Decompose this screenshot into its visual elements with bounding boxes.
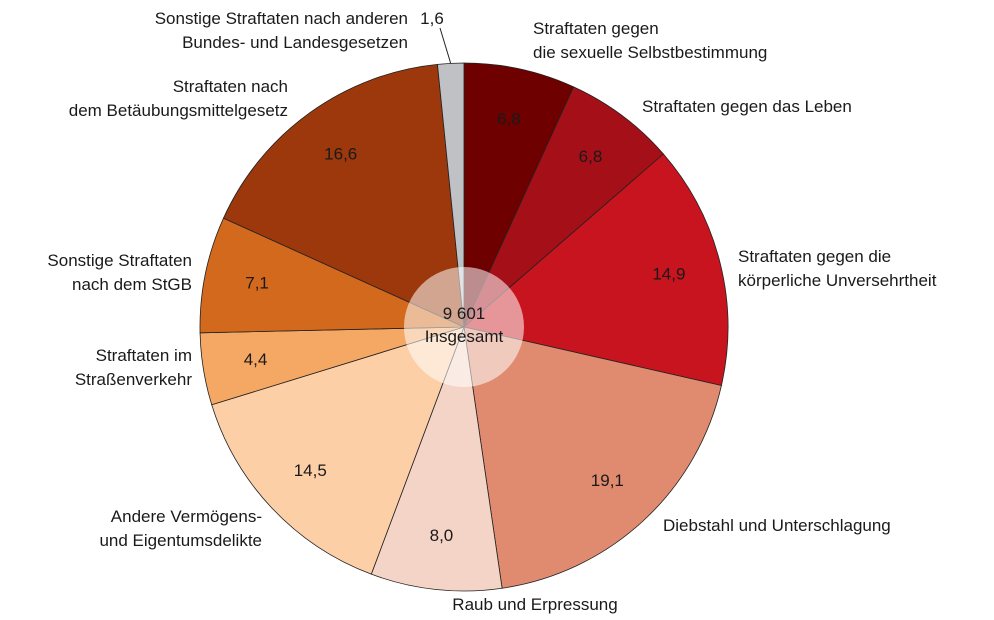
- value-label: 4,4: [244, 350, 268, 369]
- category-label: Sonstige Straftaten nach anderen Bundes- …: [155, 9, 408, 52]
- pie-slice: [370, 326, 503, 592]
- value-label-line: 14,5: [294, 461, 327, 480]
- category-label-line: körperliche Unversehrtheit: [738, 271, 937, 290]
- center-caption-line: Insgesamt: [425, 327, 504, 346]
- category-label-line: Straftaten nach: [173, 77, 288, 96]
- pie-slice: [463, 86, 664, 328]
- category-label: Sonstige Straftaten nach dem StGB: [47, 251, 192, 294]
- category-label: Straftaten gegen das Leben: [642, 97, 852, 116]
- value-label: 6,8: [579, 147, 603, 166]
- category-label-line: Straftaten gegen das Leben: [642, 97, 852, 116]
- category-label: Straftaten gegen die körperliche Unverseh…: [738, 247, 937, 290]
- category-label-line: Sonstige Straftaten: [47, 251, 192, 270]
- value-label: 8,0: [430, 526, 454, 545]
- pie-slice: [199, 217, 465, 334]
- category-label: Straftaten gegen die sexuelle Selbstbesti…: [533, 19, 767, 62]
- category-label: Straftaten im Straßenverkehr: [75, 346, 192, 389]
- value-label-line: 6,8: [579, 147, 603, 166]
- category-label-line: Bundes- und Landesgesetzen: [182, 33, 408, 52]
- pie-slice: [437, 62, 465, 328]
- pie-slice: [463, 153, 729, 386]
- center-label: 9 601: [443, 304, 486, 323]
- value-label: 14,5: [294, 461, 327, 480]
- value-label: 16,6: [324, 145, 357, 164]
- category-label-line: die sexuelle Selbstbestimmung: [533, 43, 767, 62]
- category-label: Straftaten nach dem Betäubungsmittelgeset…: [69, 77, 288, 120]
- value-label-line: 6,8: [497, 110, 521, 129]
- value-label: 14,9: [652, 265, 685, 284]
- value-label: 1,6: [420, 9, 444, 28]
- category-label-line: Straßenverkehr: [75, 370, 192, 389]
- value-label-line: 8,0: [430, 526, 454, 545]
- category-label-line: Straftaten gegen die: [738, 247, 891, 266]
- pie-slice: [463, 326, 722, 589]
- value-label-line: 4,4: [244, 350, 268, 369]
- category-label-line: nach dem StGB: [72, 275, 192, 294]
- value-label-line: 14,9: [652, 265, 685, 284]
- category-label-line: Andere Vermögens-: [111, 507, 262, 526]
- pie-slice: [222, 63, 465, 328]
- pie-slice: [211, 326, 465, 575]
- category-label-line: und Eigentumsdelikte: [99, 531, 262, 550]
- category-label: Andere Vermögens-und Eigentumsdelikte: [99, 507, 262, 550]
- category-label-line: Straftaten im: [96, 346, 192, 365]
- center-caption: Insgesamt: [425, 327, 504, 346]
- center-label-line: 9 601: [443, 304, 486, 323]
- value-label-line: 7,1: [245, 274, 269, 293]
- center-disc: [404, 267, 524, 387]
- category-label-line: dem Betäubungsmittelgesetz: [69, 101, 288, 120]
- category-label-line: Straftaten gegen: [533, 19, 659, 38]
- category-label: Diebstahl und Unterschlagung: [663, 516, 891, 535]
- pie-slice: [463, 62, 575, 328]
- leader-line: [439, 27, 452, 64]
- category-label-line: Sonstige Straftaten nach anderen: [155, 9, 408, 28]
- category-label-line: Raub und Erpressung: [452, 595, 617, 614]
- value-label: 7,1: [245, 274, 269, 293]
- value-label-line: 19,1: [591, 472, 624, 491]
- value-label: 19,1: [591, 472, 624, 491]
- value-label: 6,8: [497, 110, 521, 129]
- category-label-line: Diebstahl und Unterschlagung: [663, 516, 891, 535]
- value-label-line: 16,6: [324, 145, 357, 164]
- value-label-line: 1,6: [420, 9, 444, 28]
- category-label: Raub und Erpressung: [452, 595, 617, 614]
